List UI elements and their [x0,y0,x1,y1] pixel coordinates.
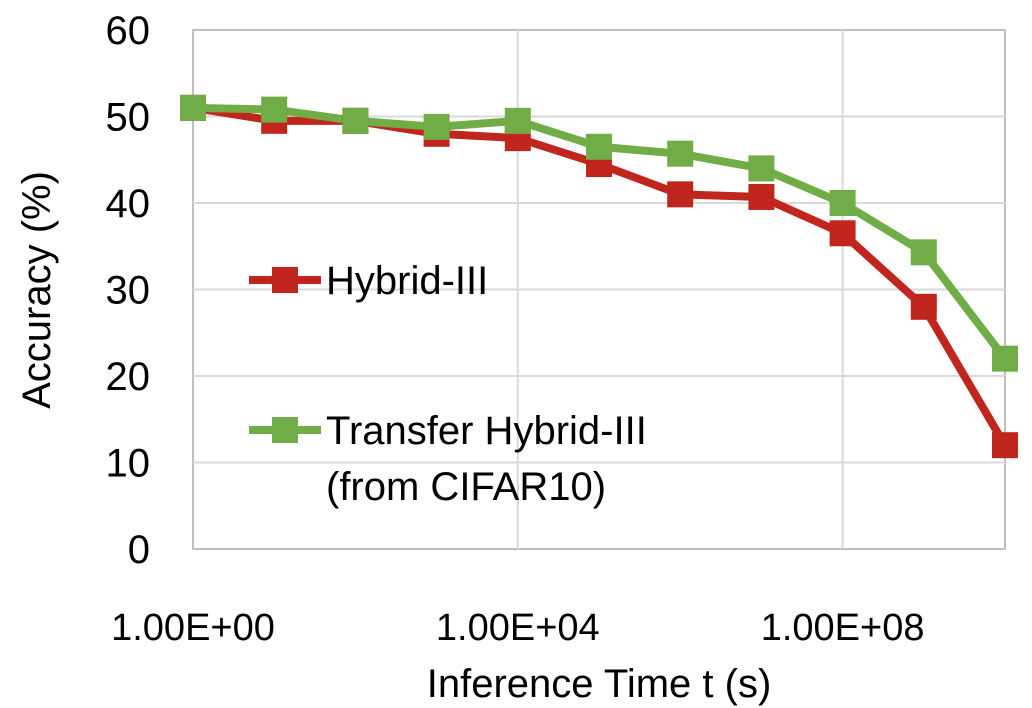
y-tick-label: 30 [106,269,151,313]
legend: Hybrid-III Transfer Hybrid-III (from CIFAR… [249,259,647,509]
series-2-marker [992,345,1018,372]
data-series [180,94,1018,459]
series-2-marker [504,107,531,134]
x-axis-title: Inference Time t (s) [427,662,772,706]
series-2-marker [342,107,369,134]
legend-swatch-marker [272,267,298,293]
series-1-marker [748,183,775,210]
series-1-marker [829,220,856,247]
series-2-marker [423,113,450,140]
y-tick-label: 0 [128,528,150,572]
series-1-marker [992,432,1018,459]
series-2-marker [586,133,612,160]
series-2-marker [748,155,775,182]
y-tick-labels: 0 10 20 30 40 50 60 [106,9,151,572]
y-tick-label: 20 [106,355,151,399]
series-1-marker [910,293,937,320]
series-1-marker [667,181,694,208]
series-2-marker [180,94,206,121]
y-axis-title: Accuracy (%) [15,171,59,409]
series-2-marker [910,239,937,266]
y-tick-label: 50 [106,96,151,140]
x-tick-label: 1.00E+08 [761,607,925,649]
x-tick-labels: 1.00E+00 1.00E+04 1.00E+08 [111,607,924,649]
y-tick-label: 40 [106,182,151,226]
series-2-marker [667,140,694,167]
x-tick-label: 1.00E+00 [111,607,275,649]
y-tick-label: 10 [106,442,151,486]
series-2-marker [261,96,288,123]
legend-label: Transfer Hybrid-III [326,409,647,453]
legend-swatch-marker [272,417,298,443]
y-tick-label: 60 [106,9,151,53]
legend-label: (from CIFAR10) [326,465,606,509]
x-tick-label: 1.00E+04 [436,607,600,649]
legend-label: Hybrid-III [326,259,488,303]
series-2-marker [829,190,856,216]
